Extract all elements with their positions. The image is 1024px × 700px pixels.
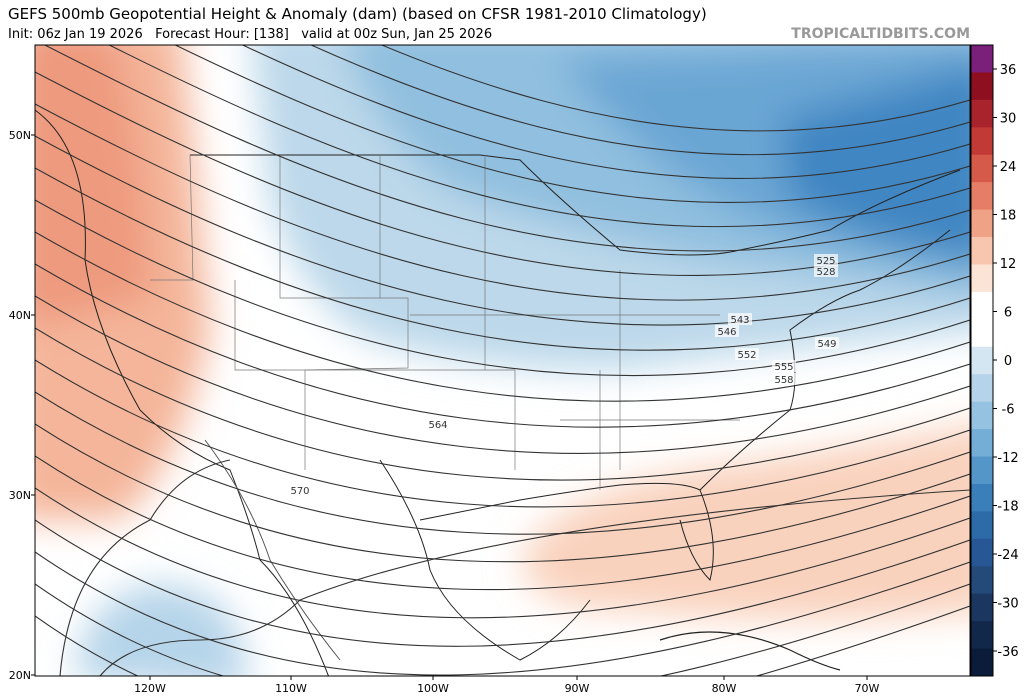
height-contour xyxy=(35,455,970,591)
colorbar-band xyxy=(971,566,993,595)
colorbar-band xyxy=(971,648,993,677)
colorbar-label: 0 xyxy=(1004,354,1012,369)
lon-label: 110W xyxy=(275,682,307,695)
colorbar-band xyxy=(971,621,993,650)
colorbar-band xyxy=(971,511,993,540)
colorbar-label: -12 xyxy=(997,451,1018,466)
colorbar-label: -30 xyxy=(997,597,1018,612)
label-bg xyxy=(815,337,839,349)
colorbar-band xyxy=(971,483,993,512)
lon-label: 80W xyxy=(712,682,737,695)
contour-label: 525 xyxy=(816,256,835,267)
colorbar-label: 36 xyxy=(1000,63,1017,78)
label-bg xyxy=(715,325,739,337)
height-contour xyxy=(35,551,970,676)
colorbar-label: 6 xyxy=(1004,306,1012,321)
colorbar-label: 24 xyxy=(1000,160,1017,175)
colorbar-band xyxy=(971,401,993,430)
lon-label: 70W xyxy=(855,682,880,695)
label-bg xyxy=(772,360,796,372)
colorbar-band xyxy=(971,538,993,567)
height-contour xyxy=(35,167,970,351)
label-bg xyxy=(426,418,450,430)
colorbar-label: -18 xyxy=(997,500,1018,515)
height-contour xyxy=(35,263,970,428)
contour-label: 558 xyxy=(774,375,793,386)
contour-label: 549 xyxy=(817,339,836,350)
label-bg xyxy=(728,313,752,325)
height-contour xyxy=(35,359,970,508)
colorbar-band xyxy=(971,45,993,73)
colorbar-label: 30 xyxy=(1000,112,1017,127)
colorbar-band xyxy=(971,593,993,622)
contour-label: 555 xyxy=(774,362,793,373)
height-contour xyxy=(35,487,970,619)
colorbar-band xyxy=(971,291,993,320)
source: TROPICALTIDBITS.COM xyxy=(791,26,970,42)
height-contour xyxy=(59,459,231,676)
colorbar-band xyxy=(971,374,993,403)
colorbar-label: -36 xyxy=(997,645,1018,660)
label-bg xyxy=(814,254,838,266)
title: GEFS 500mb Geopotential Height & Anomaly… xyxy=(8,5,707,23)
colorbar-band xyxy=(971,209,993,238)
contour-label: 546 xyxy=(717,327,736,338)
height-contour xyxy=(35,71,970,276)
lat-label: 50N xyxy=(9,129,31,142)
lat-label: 40N xyxy=(9,309,31,322)
contour-label: 564 xyxy=(428,420,447,431)
colorbar-label: -6 xyxy=(1002,403,1015,418)
height-contour xyxy=(241,45,970,180)
height-contour xyxy=(35,327,970,481)
contour-label: 528 xyxy=(816,267,835,278)
lat-label: 30N xyxy=(9,489,31,502)
colorbar-label: 18 xyxy=(1000,209,1017,224)
map-frame xyxy=(34,44,971,677)
height-contour xyxy=(380,45,970,132)
colorbar-label: 12 xyxy=(1000,257,1017,272)
label-bg xyxy=(814,265,838,277)
subtitle: Init: 06z Jan 19 2026 Forecast Hour: [13… xyxy=(8,27,492,42)
colorbar-band xyxy=(971,429,993,458)
label-bg xyxy=(772,373,796,385)
height-contour xyxy=(35,135,970,326)
height-contour xyxy=(35,583,970,676)
height-contour xyxy=(35,295,970,455)
colorbar-band xyxy=(971,264,993,293)
height-contour xyxy=(35,103,970,301)
lon-label: 100W xyxy=(417,682,449,695)
lon-label: 90W xyxy=(565,682,590,695)
height-contour xyxy=(309,45,970,156)
colorbar-band xyxy=(971,99,993,128)
height-contour xyxy=(35,391,970,535)
lon-label: 120W xyxy=(134,682,166,695)
colorbar-label: -24 xyxy=(997,548,1018,563)
label-bg xyxy=(288,484,312,496)
colorbar-band xyxy=(971,346,993,375)
height-contour xyxy=(35,605,970,676)
colorbar-band xyxy=(971,127,993,156)
height-contour xyxy=(43,45,970,252)
colorbar-band xyxy=(971,456,993,485)
height-contour xyxy=(107,45,970,228)
contour-label: 570 xyxy=(290,486,309,497)
lat-label: 20N xyxy=(9,669,31,682)
map-area xyxy=(35,45,970,676)
height-contour xyxy=(99,489,970,676)
colorbar-band xyxy=(971,319,993,348)
height-contour xyxy=(174,45,970,203)
height-contour xyxy=(35,423,970,563)
contour-label: 543 xyxy=(730,315,749,326)
height-contour xyxy=(35,231,970,402)
height-contour xyxy=(35,199,970,377)
colorbar-band xyxy=(971,72,993,101)
colorbar-band xyxy=(971,237,993,265)
colorbar-band xyxy=(971,154,993,183)
height-contour xyxy=(35,519,970,647)
label-bg xyxy=(735,348,759,360)
contour-label: 552 xyxy=(737,350,756,361)
colorbar-band xyxy=(971,182,993,211)
